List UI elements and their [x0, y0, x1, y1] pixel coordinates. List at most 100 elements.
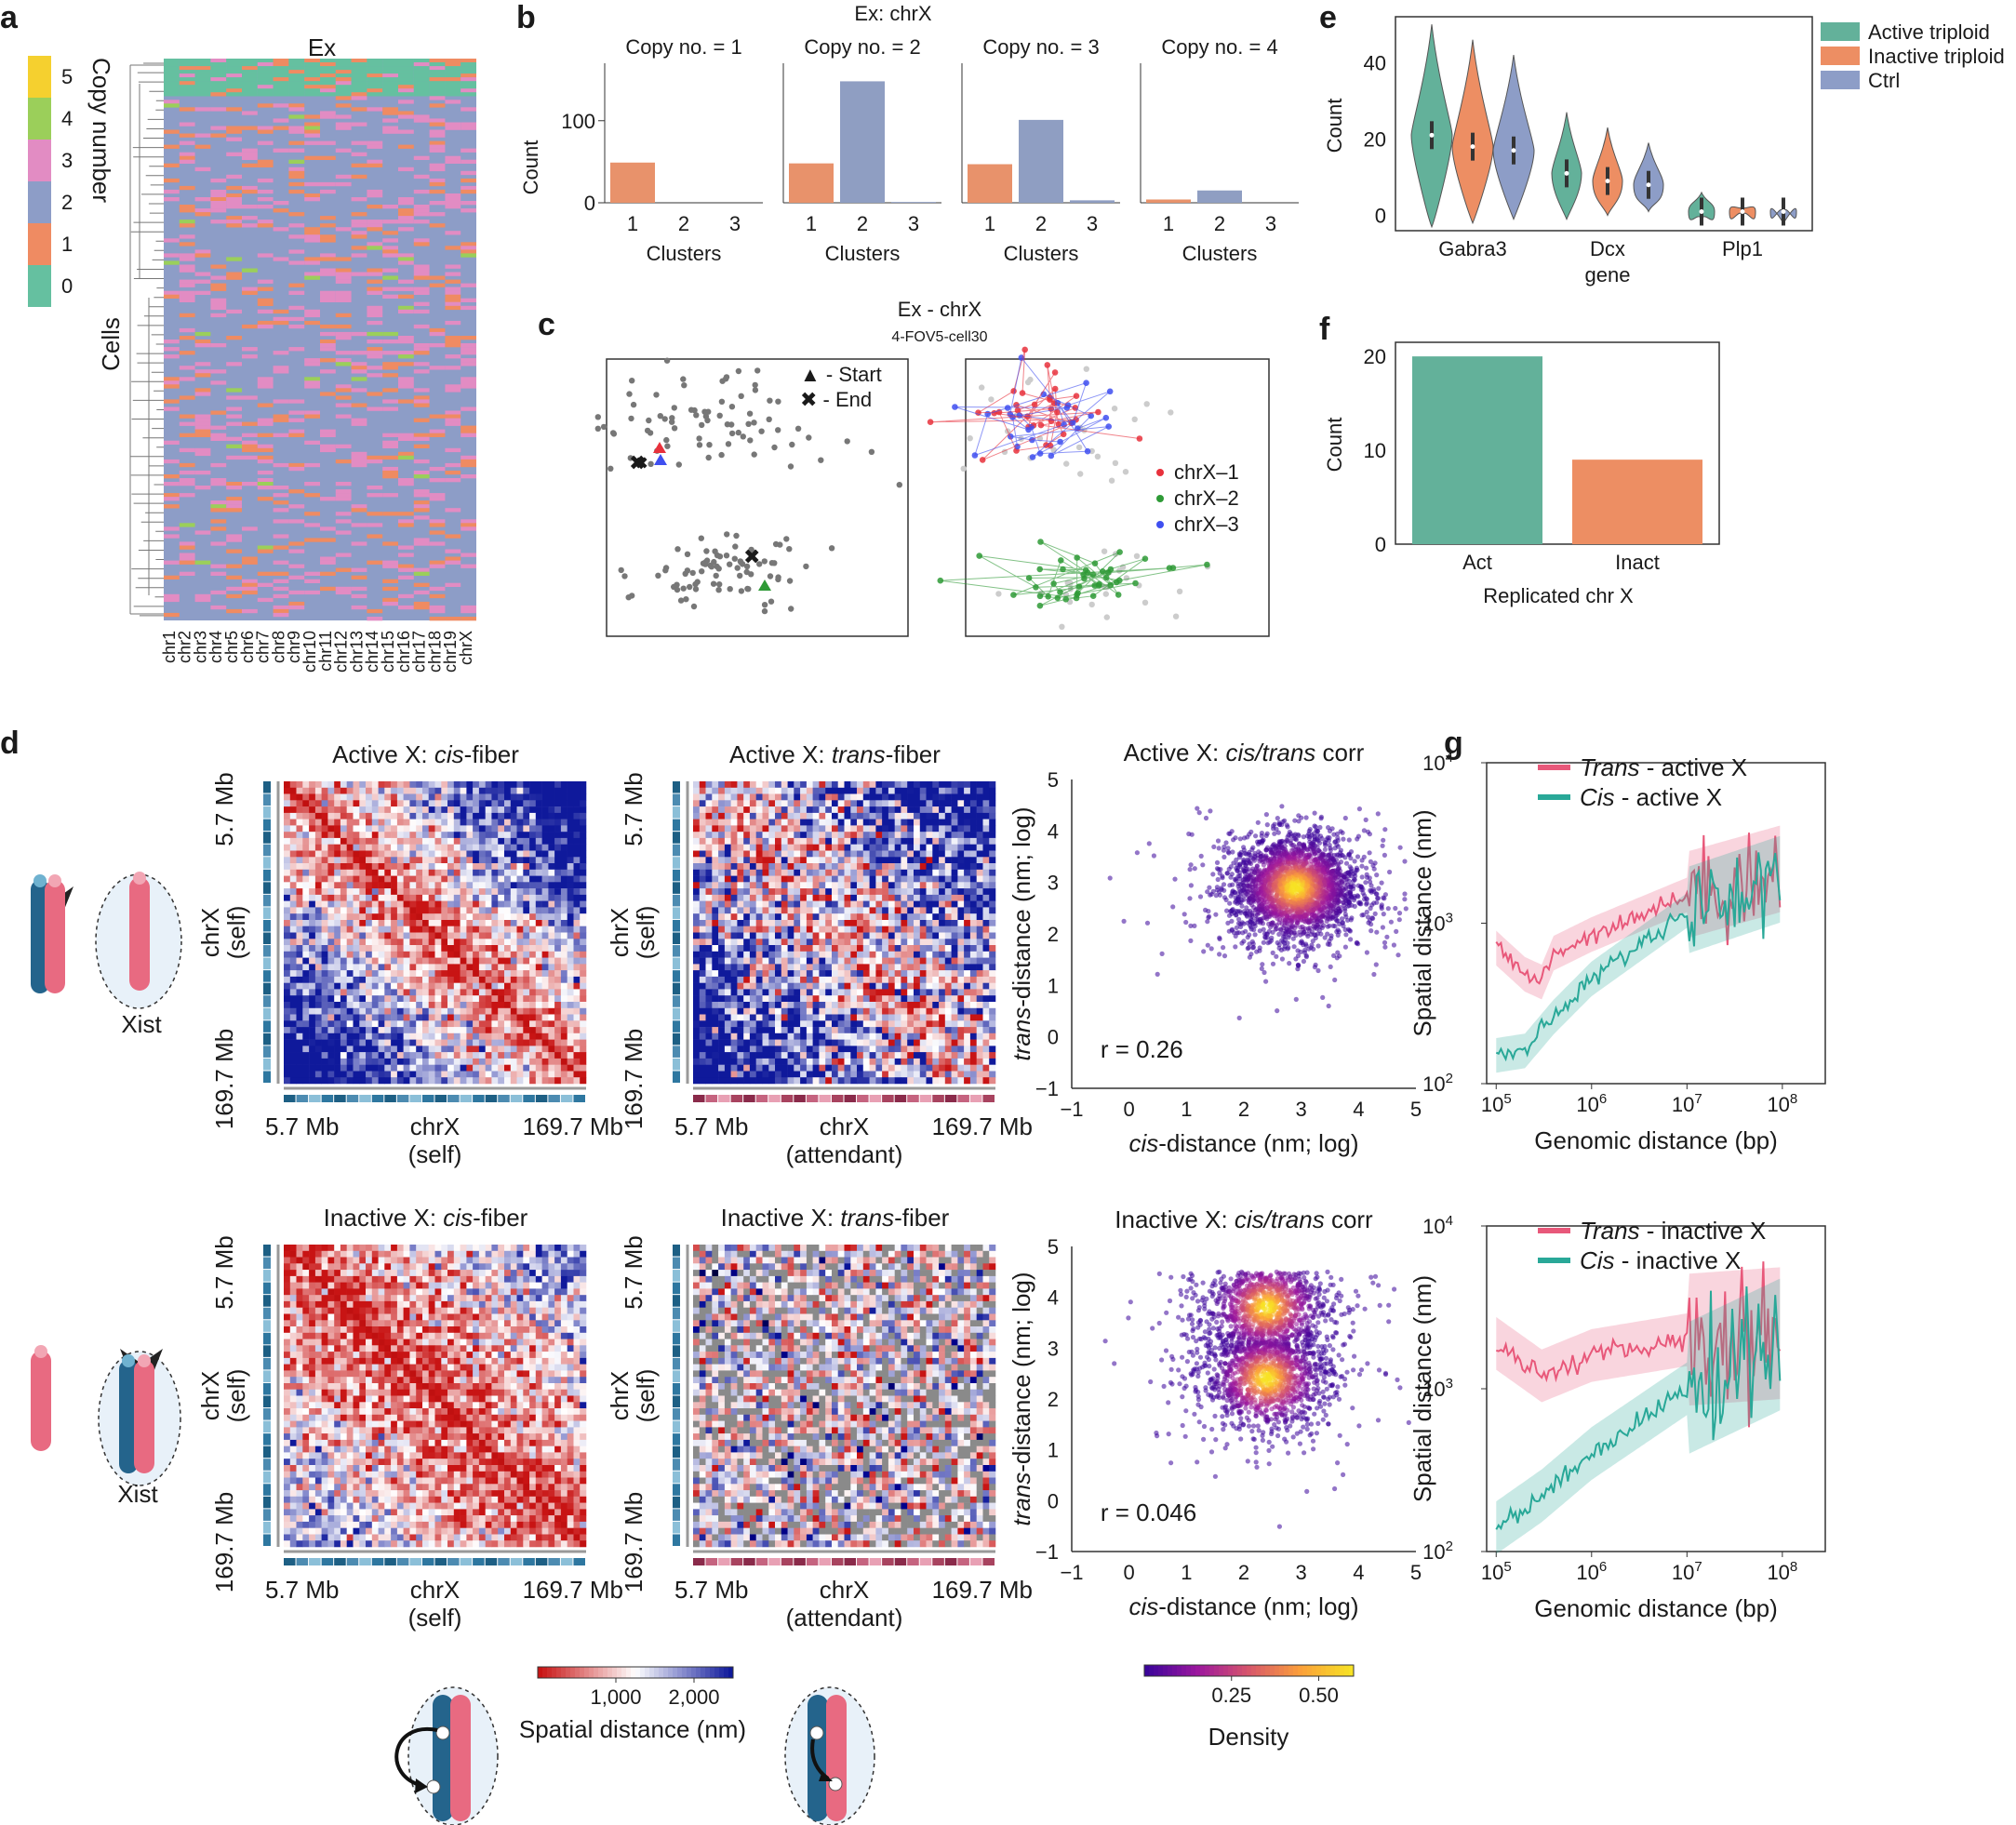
heatmap-cell [334, 1007, 341, 1015]
heatmap-cell [413, 351, 430, 355]
heatmap-cell [296, 964, 303, 971]
heatmap-cell [284, 882, 291, 889]
heatmap-cell [485, 939, 492, 946]
heatmap-cell [371, 920, 379, 927]
c-point [706, 442, 713, 448]
c-point [684, 567, 691, 574]
heatmap-cell [434, 832, 442, 839]
heatmap-cell [382, 268, 398, 273]
heatmap-cell [794, 888, 801, 896]
heatmap-cell [819, 806, 826, 814]
heatmap-cell [541, 945, 549, 952]
heatmap-cell [951, 800, 958, 807]
heatmap-ytick-top: 5.7 Mb [210, 772, 238, 846]
heatmap-cell [466, 976, 474, 983]
heatmap-cell [257, 459, 274, 464]
heatmap-cell [314, 1027, 322, 1034]
heatmap-cell [409, 1039, 417, 1046]
heatmap-cell [580, 1077, 587, 1085]
c-point [752, 387, 759, 393]
heatmap-cell [523, 1014, 530, 1021]
heatmap-cell [416, 989, 423, 996]
heatmap-cell [787, 819, 794, 826]
heatmap-cell [335, 384, 352, 389]
heatmap-cell [289, 844, 297, 851]
heatmap-cell [334, 812, 341, 819]
e-legend: Active triploid Inactive triploid Ctrl [1821, 20, 2005, 92]
heatmap-cell [309, 787, 316, 794]
heatmap-cell [901, 869, 908, 876]
heatmap-cell [485, 932, 492, 939]
heatmap-cell [882, 793, 889, 801]
heatmap-cell [289, 819, 297, 826]
heatmap-cell [429, 497, 446, 501]
heatmap-cell [346, 806, 354, 814]
heatmap-cell [441, 932, 448, 939]
heatmap-cell [888, 907, 895, 914]
heatmap-cell [850, 800, 858, 807]
heatmap-cell [573, 781, 581, 789]
heatmap-cell [510, 995, 517, 1003]
heatmap-cell [302, 1058, 310, 1065]
heatmap-cell [976, 882, 983, 889]
heatmap-cell [932, 837, 940, 845]
heatmap-cell [548, 976, 555, 983]
heatmap-cell [284, 1014, 291, 1021]
heatmap-cell [409, 837, 417, 845]
heatmap-cell [516, 907, 524, 914]
heatmap-cell [335, 77, 352, 82]
heatmap-cell [510, 787, 517, 794]
heatmap-cell [504, 857, 512, 864]
heatmap-cell [320, 81, 336, 86]
heatmap-cell [384, 857, 392, 864]
heatmap-cell [567, 1052, 574, 1059]
heatmap-cell [535, 1002, 542, 1009]
heatmap-cell [429, 103, 446, 108]
heatmap-cell [989, 913, 996, 921]
heatmap-cell [548, 945, 555, 952]
heatmap-cell [812, 875, 820, 883]
heatmap-cell [284, 888, 291, 896]
panel-label-c: c [538, 307, 555, 342]
heatmap-cell [371, 913, 379, 921]
heatmap-cell [289, 964, 297, 971]
heatmap-cell [523, 793, 530, 801]
heatmap-cell [485, 787, 492, 794]
heatmap-cell [567, 857, 574, 864]
heatmap-cell [428, 951, 435, 958]
heatmap-cell [473, 1039, 480, 1046]
heatmap-cell [529, 1064, 537, 1072]
heatmap-cell [554, 939, 562, 946]
heatmap-cell [819, 913, 826, 921]
heatmap-cell [743, 781, 751, 789]
heatmap-cell [554, 837, 562, 845]
heatmap-cell [560, 989, 567, 996]
heatmap-cell [453, 787, 461, 794]
heatmap-cell [194, 144, 211, 149]
heatmap-cell [447, 819, 455, 826]
heatmap-cell [473, 900, 480, 908]
c-point [716, 412, 723, 419]
heatmap-cell [382, 373, 398, 378]
heatmap-cell [705, 806, 713, 814]
heatmap-cell [242, 85, 258, 89]
heatmap-cell [882, 920, 889, 927]
heatmap-cell [567, 995, 574, 1003]
heatmap-cell [367, 523, 383, 527]
heatmap-cell [794, 882, 801, 889]
heatmap-cell [510, 857, 517, 864]
heatmap-cell [573, 844, 581, 851]
heatmap-cell [210, 70, 227, 74]
heatmap-cell [535, 900, 542, 908]
heatmap-cell [434, 970, 442, 978]
heatmap-cell [529, 1014, 537, 1021]
heatmap-cell [939, 857, 946, 864]
heatmap-cell [429, 181, 446, 187]
heatmap-cell [378, 907, 385, 914]
position-bar [263, 781, 271, 793]
heatmap-cell [944, 850, 952, 858]
heatmap-cell [403, 995, 410, 1003]
heatmap-cell [403, 844, 410, 851]
heatmap-cell [460, 894, 467, 901]
heatmap-cell [832, 793, 839, 801]
